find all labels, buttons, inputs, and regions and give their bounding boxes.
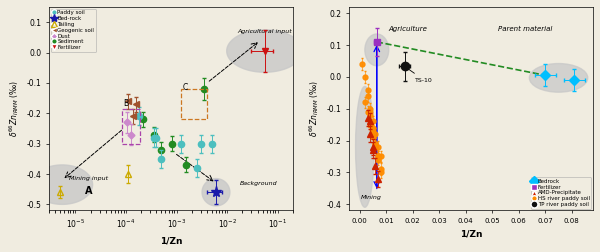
Legend: Bedrock, Fertilizer, AMD-Precipitate, HS river paddy soil, TP river paddy soil: Bedrock, Fertilizer, AMD-Precipitate, HS… [531, 177, 592, 209]
Ellipse shape [365, 34, 389, 66]
Y-axis label: $\delta^{66}Zn_{IRMM}$ (‰): $\delta^{66}Zn_{IRMM}$ (‰) [307, 80, 321, 137]
Text: A: A [85, 186, 92, 196]
Polygon shape [227, 30, 302, 72]
Text: Background: Background [240, 181, 278, 186]
Text: Mining input: Mining input [69, 176, 108, 181]
X-axis label: 1/Zn: 1/Zn [460, 230, 482, 239]
X-axis label: 1/Zn: 1/Zn [160, 236, 182, 245]
Polygon shape [202, 179, 230, 206]
Ellipse shape [529, 64, 588, 92]
Legend: Paddy soil, Bed-rock, Tailing, Geogenic soil, Dust, Sediment, Fertilizer: Paddy soil, Bed-rock, Tailing, Geogenic … [50, 9, 96, 52]
Text: Parent material: Parent material [497, 26, 552, 32]
Ellipse shape [356, 86, 374, 207]
Text: TS-10: TS-10 [407, 68, 433, 83]
Text: Mining: Mining [361, 195, 382, 200]
Text: Agriculture: Agriculture [389, 26, 428, 32]
Text: B: B [124, 99, 129, 108]
Polygon shape [32, 165, 92, 204]
Text: Agricultural input: Agricultural input [237, 29, 292, 34]
Text: C: C [182, 83, 188, 92]
Y-axis label: $\delta^{66}Zn_{IRMM}$ (‰): $\delta^{66}Zn_{IRMM}$ (‰) [7, 80, 21, 137]
